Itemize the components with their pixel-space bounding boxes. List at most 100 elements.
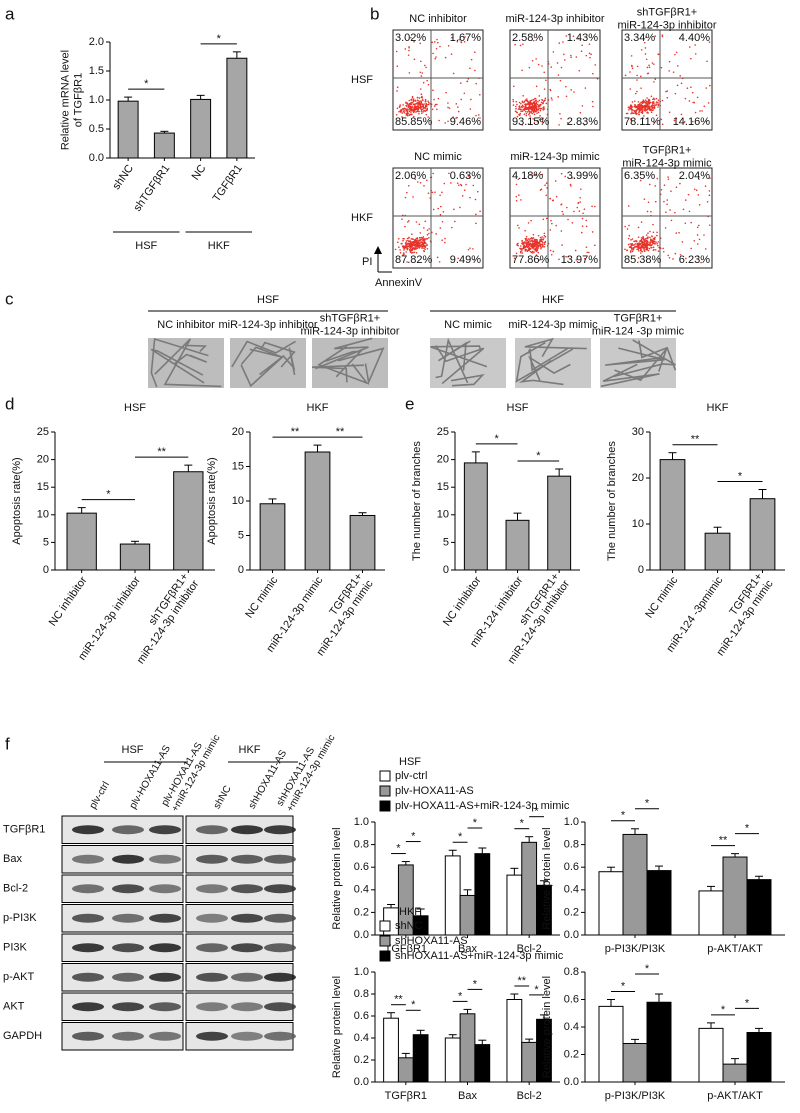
flow-dot [541,236,543,238]
flow-dot [657,103,660,105]
flow-dot [638,113,640,116]
x-tick-label: miR-124-3p inhibitor [76,574,143,662]
micrograph [230,338,306,388]
flow-dot [412,98,415,100]
flow-dot [541,244,544,246]
flow-dot [683,121,686,123]
flow-dot [402,237,404,240]
x-tick-label: TGFβR1 [211,163,245,205]
flow-dot [475,82,477,85]
flow-dot [661,34,664,36]
flow-dot [708,190,711,192]
error-bar [655,865,663,871]
flow-dot [675,186,678,188]
flow-dot [649,243,651,246]
flow-dot [542,108,545,110]
flow-dot [528,239,531,241]
flow-dot [647,201,650,204]
flow-dot [640,252,642,254]
flow-dot [643,115,645,117]
flow-dot [420,243,422,246]
flow-dot [634,245,636,248]
y-tick-label: 25 [437,426,449,438]
flow-dot [422,245,424,247]
flow-dot [656,243,658,245]
flow-dot [663,184,666,186]
flow-dot [537,247,540,249]
flow-dots [624,34,711,126]
flow-dot [407,240,410,243]
flow-dot [541,121,544,123]
flow-dot [696,226,699,229]
flow-dot [652,101,655,104]
flow-dot [545,194,547,197]
flow-dot [412,244,414,247]
flow-dot [431,108,434,111]
flow-dot [413,247,415,249]
flow-dot [678,231,680,234]
flow-dot [573,91,575,93]
panel-label: e [405,394,414,413]
flow-dot [428,228,430,230]
flow-dot [636,74,638,77]
legend-label: shHOXA11-AS+miR-124-3p mimic [395,950,564,962]
flow-dot [527,238,530,240]
flow-dot [688,46,691,48]
flow-dot [668,70,670,72]
blot-band [264,1002,296,1012]
flow-dot [707,102,710,104]
flow-dot [585,54,588,57]
y-tick-label: 0.2 [564,906,579,918]
y-tick-label: 2.0 [89,36,104,48]
blot-band [231,1002,263,1012]
flow-dot [562,41,564,43]
flow-dot [465,183,467,186]
flow-dot [422,107,425,109]
error-bar [401,861,410,865]
flow-dot [626,228,629,230]
y-tick-label: 0.8 [354,839,369,851]
flow-dot [674,53,676,56]
flow-dot [634,92,637,95]
y-tick-label: 0.5 [89,123,104,135]
significance-label: ** [517,975,526,987]
flow-dot [636,107,639,110]
flow-dot [397,241,399,243]
y-tick-label: 0.4 [354,1032,369,1044]
flow-dot [556,62,559,64]
error-bar [755,1027,763,1033]
flow-dot [685,257,687,260]
flow-dot [580,231,583,234]
flow-dot [592,72,594,75]
flow-dot [643,242,645,244]
flow-dot [417,105,419,107]
bar [459,1013,476,1083]
flow-dot [410,99,412,101]
flow-dot [705,87,707,89]
blot-band [196,1031,228,1041]
flow-dot [413,40,415,43]
flow-dot [576,206,579,209]
flow-dot [545,182,548,184]
flow-dot [648,66,651,69]
row-label: GAPDH [3,1030,42,1042]
flow-dot [434,191,436,194]
y-tick-label: 15 [232,460,244,472]
flow-dot [404,225,406,228]
flow-dot [526,239,529,242]
flow-dot [537,100,539,103]
flow-plot-frame [621,167,713,269]
flow-dot [424,98,427,101]
flow-dot [629,88,632,90]
blot-band [149,1031,181,1041]
blot-band [112,943,144,953]
flow-dot [535,110,538,112]
flow-dot [518,194,520,196]
flow-dot [594,177,597,179]
flow-dot [521,124,523,126]
y-tick-label: 10 [37,509,49,521]
flow-dot [545,217,548,220]
flow-dot [438,119,440,122]
flow-dot [411,233,413,236]
